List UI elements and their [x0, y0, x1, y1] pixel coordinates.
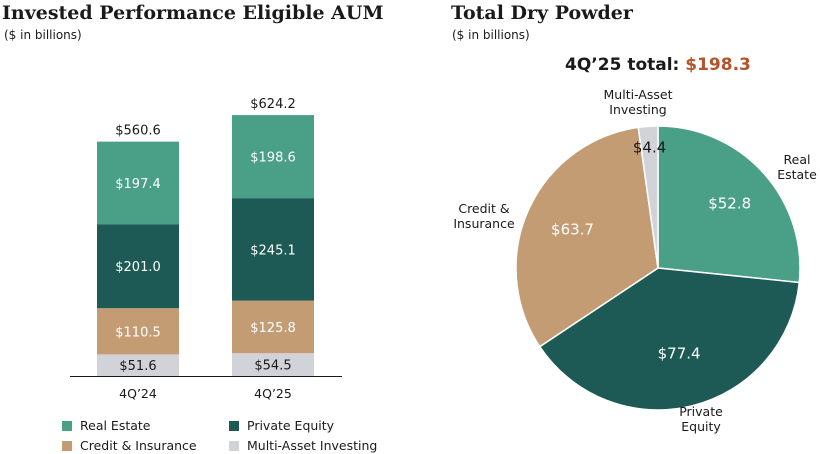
bar-credit-insurance-0	[97, 308, 179, 355]
legend-item-credit-insurance: Credit & Insurance	[62, 438, 197, 453]
pie-slice-credit-insurance	[515, 126, 659, 348]
bar-total-label-0: $560.6	[115, 124, 161, 139]
legend-item-multi-asset: Multi-Asset Investing	[229, 438, 377, 453]
bar-label-credit-insurance-0: $110.5	[115, 325, 161, 340]
bar-label-multi-asset-investing-0: $51.6	[119, 359, 156, 374]
bar-multi-asset-investing-0	[97, 354, 179, 376]
bar-real-estate-1	[232, 115, 314, 199]
legend-label-real-estate: Real Estate	[80, 418, 151, 433]
legend-swatch-multi-asset	[229, 440, 239, 451]
left-chart-subtitle: ($ in billions)	[4, 28, 82, 42]
dry-powder-total-label: 4Q’25 total:	[565, 55, 680, 75]
x-tick-label-0: 4Q’24	[119, 386, 157, 401]
pie-value-label-credit-insurance: $63.7	[551, 221, 594, 239]
pie-slice-multi-asset-investing	[637, 125, 659, 269]
pie-category-label-credit-insurance-1: Insurance	[453, 216, 515, 231]
pie-value-label-real-estate: $52.8	[708, 194, 751, 212]
right-chart-title: Total Dry Powder	[451, 2, 633, 24]
bar-private-equity-0	[97, 224, 179, 309]
bar-label-credit-insurance-1: $125.8	[250, 321, 296, 336]
pie-category-label-multi-asset-investing-0: Multi-Asset	[604, 87, 673, 102]
pie-value-label-multi-asset-investing: $4.4	[633, 139, 666, 157]
bar-label-private-equity-1: $245.1	[250, 243, 296, 258]
pie-slice-real-estate	[657, 125, 801, 284]
legend-label-credit-insurance: Credit & Insurance	[80, 438, 197, 453]
dry-powder-total: 4Q’25 total: $198.3	[565, 55, 751, 75]
pie-category-label-private-equity-0: Private	[679, 404, 723, 419]
right-chart-subtitle: ($ in billions)	[452, 28, 530, 42]
dry-powder-total-value: $198.3	[685, 55, 751, 75]
pie-category-label-multi-asset-investing-1: Investing	[609, 102, 666, 117]
legend-swatch-private-equity	[229, 420, 239, 431]
legend-item-real-estate: Real Estate	[62, 418, 150, 433]
bar-total-label-1: $624.2	[250, 97, 296, 112]
bar-private-equity-1	[232, 198, 314, 301]
bar-label-real-estate-1: $198.6	[250, 151, 296, 166]
legend-swatch-real-estate	[62, 420, 72, 431]
legend-label-multi-asset: Multi-Asset Investing	[247, 438, 378, 453]
legend-label-private-equity: Private Equity	[247, 418, 335, 433]
pie-category-label-private-equity-1: Equity	[681, 419, 721, 434]
bar-label-real-estate-0: $197.4	[115, 177, 161, 192]
pie-category-label-real-estate-1: Estate	[777, 167, 817, 182]
pie-category-label-real-estate-0: Real	[784, 152, 811, 167]
bar-real-estate-0	[97, 141, 179, 225]
legend-swatch-credit-insurance	[62, 440, 72, 451]
bar-multi-asset-investing-1	[232, 353, 314, 376]
left-chart-title: Invested Performance Eligible AUM	[2, 2, 384, 24]
pie-category-label-credit-insurance-0: Credit &	[458, 201, 510, 216]
x-tick-label-1: 4Q’25	[254, 386, 292, 401]
legend-item-private-equity: Private Equity	[229, 418, 334, 433]
bar-label-private-equity-0: $201.0	[115, 260, 161, 275]
pie-slice-private-equity	[538, 267, 801, 411]
bar-label-multi-asset-investing-1: $54.5	[254, 359, 291, 374]
pie-value-label-private-equity: $77.4	[658, 344, 701, 362]
bar-credit-insurance-1	[232, 300, 314, 354]
